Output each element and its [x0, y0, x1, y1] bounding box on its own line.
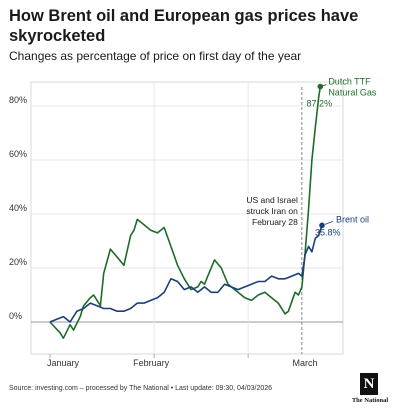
series-line-gas	[49, 86, 322, 339]
source-note: Source: investing.com – processed by The…	[9, 385, 273, 392]
the-national-logo: N The National	[352, 373, 388, 407]
series-layer	[49, 83, 325, 339]
y-tick-label: 0%	[9, 311, 22, 321]
gas-series-name: Dutch TTF	[328, 77, 371, 87]
event-annotation-line: US and Israel	[246, 195, 298, 205]
chart-subtitle: Changes as percentage of price on first …	[9, 49, 302, 63]
brent-value-label: 35.8%	[315, 227, 341, 237]
gas-label-leader	[320, 84, 327, 87]
y-tick-label: 60%	[9, 149, 27, 159]
series-endpoint-brent	[319, 222, 325, 229]
y-tick-label: 40%	[9, 203, 27, 213]
chart-title: How Brent oil and European gas prices ha…	[9, 7, 359, 45]
gas-series-name-2: Natural Gas	[328, 88, 377, 98]
logo-wordmark: The National	[351, 397, 389, 404]
brent-series-name: Brent oil	[336, 214, 369, 224]
event-annotation-line: struck Iran on	[246, 206, 298, 216]
x-tick-label: March	[292, 358, 317, 368]
series-line-brent	[49, 225, 323, 323]
event-annotation-line: February 28	[252, 217, 298, 227]
x-tick-label: February	[133, 358, 170, 368]
y-tick-label: 80%	[9, 95, 27, 105]
x-tick-label: January	[47, 358, 80, 368]
gas-value-label: 87.2%	[307, 99, 333, 109]
logo-mark: N	[360, 373, 378, 395]
y-tick-label: 20%	[9, 257, 27, 267]
grid-layer: 80% 60% 40% 20% 0% January February March	[9, 81, 344, 368]
plot-frame	[30, 81, 344, 355]
brent-label-leader	[324, 220, 334, 225]
